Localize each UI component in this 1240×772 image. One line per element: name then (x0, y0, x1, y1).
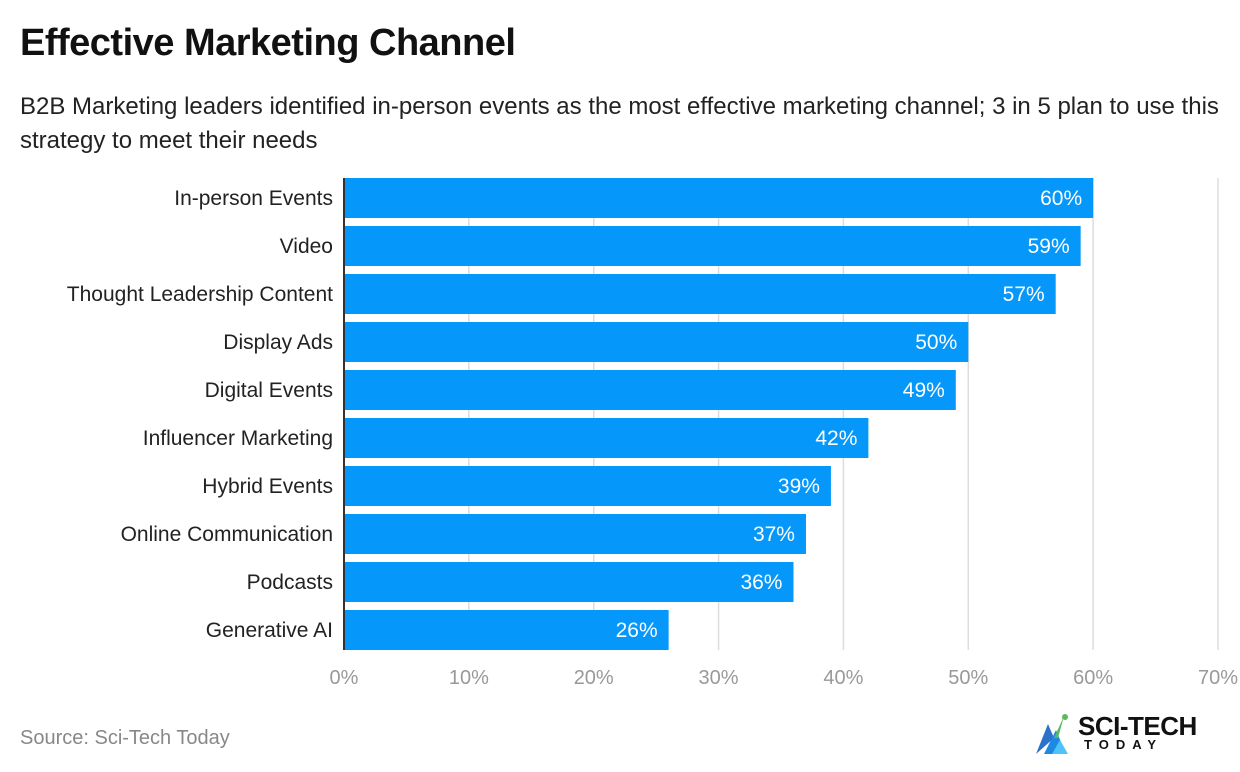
category-label: Hybrid Events (202, 475, 333, 498)
bar-value-label: 49% (903, 379, 945, 402)
x-tick-label: 50% (948, 667, 988, 689)
x-tick-label: 60% (1073, 667, 1113, 689)
logo-sub-text: TODAY (1084, 737, 1164, 752)
category-label: Digital Events (205, 379, 333, 402)
bar-value-label: 39% (778, 475, 820, 498)
bar (344, 178, 1094, 218)
x-tick-label: 30% (699, 667, 739, 689)
x-tick-labels: 0% 10% 20% 30% 40% 50% 60% 70% (330, 667, 1239, 689)
chart-title: Effective Marketing Channel (20, 22, 516, 64)
category-label: Generative AI (206, 619, 333, 642)
bar-value-label: 26% (616, 619, 658, 642)
bar-value-label: 60% (1040, 187, 1082, 210)
bar (344, 562, 794, 602)
bar-value-label: 57% (1003, 283, 1045, 306)
category-label: Online Communication (121, 523, 333, 546)
bar (344, 322, 969, 362)
category-label: Thought Leadership Content (67, 283, 333, 306)
bar (344, 466, 831, 506)
bar (344, 274, 1056, 314)
logo-main-text: SCI-TECH (1078, 711, 1197, 741)
bar (344, 418, 869, 458)
bar-value-label: 50% (915, 331, 957, 354)
logo-mark-icon (1036, 714, 1068, 754)
x-tick-label: 40% (823, 667, 863, 689)
bar (344, 514, 806, 554)
bar-value-label: 36% (740, 571, 782, 594)
category-labels: In-person Events Video Thought Leadership … (67, 187, 333, 642)
x-tick-label: 10% (449, 667, 489, 689)
x-tick-label: 0% (330, 667, 359, 689)
bar-value-label: 37% (753, 523, 795, 546)
bars: 60% 59% 57% 50% 49% 42% 39% 37% 36% 26% (344, 178, 1094, 650)
bar (344, 370, 956, 410)
brand-logo: SCI-TECH TODAY (1034, 711, 1220, 756)
bar (344, 610, 669, 650)
category-label: Video (280, 235, 333, 258)
bar-value-label: 42% (815, 427, 857, 450)
category-label: Influencer Marketing (143, 427, 333, 450)
category-label: In-person Events (174, 187, 333, 210)
bar (344, 226, 1081, 266)
x-tick-label: 20% (574, 667, 614, 689)
source-note: Source: Sci-Tech Today (20, 727, 230, 749)
bar-value-label: 59% (1028, 235, 1070, 258)
category-label: Podcasts (247, 571, 333, 594)
category-label: Display Ads (223, 331, 333, 354)
chart-subtitle: B2B Marketing leaders identified in-pers… (20, 93, 1219, 154)
x-tick-label: 70% (1198, 667, 1238, 689)
